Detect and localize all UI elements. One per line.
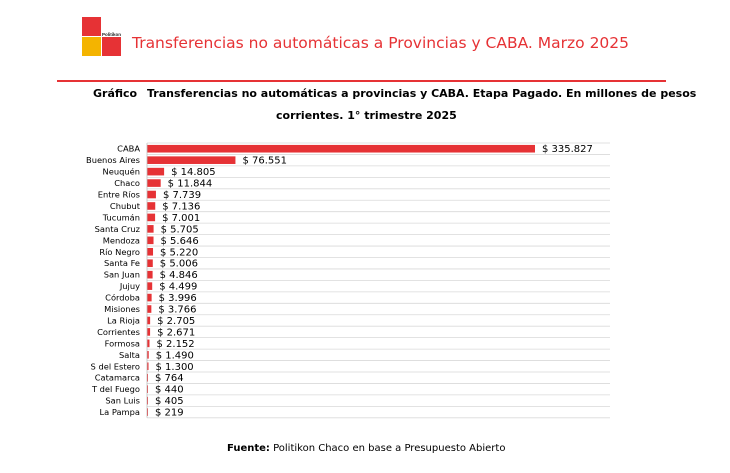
category-label: La Pampa bbox=[100, 407, 141, 417]
category-label: Córdoba bbox=[105, 293, 140, 303]
data-label: $ 764 bbox=[155, 373, 184, 384]
category-label: Formosa bbox=[105, 338, 140, 348]
data-label: $ 2.671 bbox=[157, 327, 195, 338]
category-label: Salta bbox=[119, 350, 140, 360]
logo-brand-text: Politikon bbox=[102, 32, 121, 37]
header-divider bbox=[57, 80, 666, 82]
data-label: $ 405 bbox=[155, 396, 184, 407]
category-label: Chubut bbox=[110, 201, 141, 211]
logo-square-red-2 bbox=[102, 37, 121, 56]
data-label: $ 3.996 bbox=[159, 293, 197, 304]
data-label: $ 1.300 bbox=[156, 362, 194, 373]
data-label: $ 1.490 bbox=[156, 350, 194, 361]
category-label: Santa Fe bbox=[104, 258, 140, 268]
bar bbox=[147, 225, 154, 233]
page-title: Transferencias no automáticas a Provinci… bbox=[132, 34, 630, 52]
bar bbox=[147, 213, 156, 222]
bar bbox=[147, 351, 149, 359]
data-label: $ 4.846 bbox=[160, 270, 198, 281]
data-label: $ 440 bbox=[155, 385, 184, 396]
chart-title-line2: corrientes. 1° trimestre 2025 bbox=[276, 109, 457, 122]
category-label: Río Negro bbox=[99, 247, 140, 257]
data-label: $ 219 bbox=[155, 408, 184, 419]
logo-square-red bbox=[82, 17, 101, 36]
category-label: Buenos Aires bbox=[86, 155, 140, 165]
data-label: $ 5.705 bbox=[161, 224, 199, 235]
category-label: Entre Ríos bbox=[98, 190, 140, 200]
bar bbox=[147, 144, 535, 153]
category-label: Corrientes bbox=[97, 327, 140, 337]
data-label: $ 5.006 bbox=[160, 259, 198, 270]
bar bbox=[147, 339, 150, 348]
bar bbox=[147, 282, 153, 290]
bar bbox=[147, 270, 153, 279]
bar bbox=[147, 408, 148, 416]
data-label: $ 11.844 bbox=[168, 179, 213, 190]
data-label: $ 335.827 bbox=[542, 144, 593, 155]
category-label: La Rioja bbox=[107, 315, 140, 325]
bar bbox=[147, 236, 154, 245]
bar bbox=[147, 190, 156, 199]
bar bbox=[147, 305, 152, 313]
data-label: $ 76.551 bbox=[242, 156, 287, 167]
data-label: $ 5.220 bbox=[160, 247, 198, 258]
bar bbox=[147, 293, 152, 302]
bar bbox=[147, 328, 151, 336]
bar bbox=[147, 202, 156, 210]
bar bbox=[147, 259, 153, 268]
footer-label: Fuente: bbox=[227, 443, 270, 454]
footer-source: Fuente: Politikon Chaco en base a Presup… bbox=[227, 443, 505, 454]
bar bbox=[147, 362, 149, 371]
data-label: $ 3.766 bbox=[158, 305, 196, 316]
bar bbox=[147, 179, 161, 187]
data-label: $ 5.646 bbox=[161, 236, 199, 247]
chart-label: Gráfico bbox=[93, 87, 138, 100]
category-label: Catamarca bbox=[95, 373, 140, 383]
category-label: Neuquén bbox=[103, 167, 140, 177]
category-label: S del Estero bbox=[91, 361, 140, 371]
category-label: Chaco bbox=[114, 178, 140, 188]
data-label: $ 7.001 bbox=[162, 213, 200, 224]
category-label: T del Fuego bbox=[91, 384, 140, 394]
bar bbox=[147, 316, 151, 325]
chart-title-line1: Transferencias no automáticas a provinci… bbox=[147, 87, 697, 100]
data-label: $ 4.499 bbox=[159, 282, 197, 293]
bar bbox=[147, 385, 148, 393]
category-label: CABA bbox=[117, 144, 140, 154]
logo-square-yellow bbox=[82, 37, 101, 56]
logo-square-white bbox=[102, 17, 121, 36]
data-label: $ 7.739 bbox=[163, 190, 201, 201]
category-label: Santa Cruz bbox=[95, 224, 140, 234]
bar bbox=[147, 247, 154, 256]
data-label: $ 2.705 bbox=[157, 316, 195, 327]
data-label: $ 7.136 bbox=[162, 201, 200, 212]
bar bbox=[147, 373, 148, 382]
category-label: Misiones bbox=[104, 304, 140, 314]
politikon-logo: Politikon bbox=[82, 17, 122, 57]
category-label: Tucumán bbox=[102, 212, 140, 222]
category-label: Mendoza bbox=[103, 235, 140, 245]
data-label: $ 14.805 bbox=[171, 167, 216, 178]
bar bbox=[147, 396, 148, 405]
bar bbox=[147, 167, 165, 176]
category-label: San Luis bbox=[105, 396, 140, 406]
category-label: Jujuy bbox=[119, 281, 140, 291]
data-label: $ 2.152 bbox=[156, 339, 194, 350]
category-label: San Juan bbox=[104, 270, 140, 280]
bar bbox=[147, 156, 236, 164]
footer-text: Politikon Chaco en base a Presupuesto Ab… bbox=[269, 443, 506, 454]
